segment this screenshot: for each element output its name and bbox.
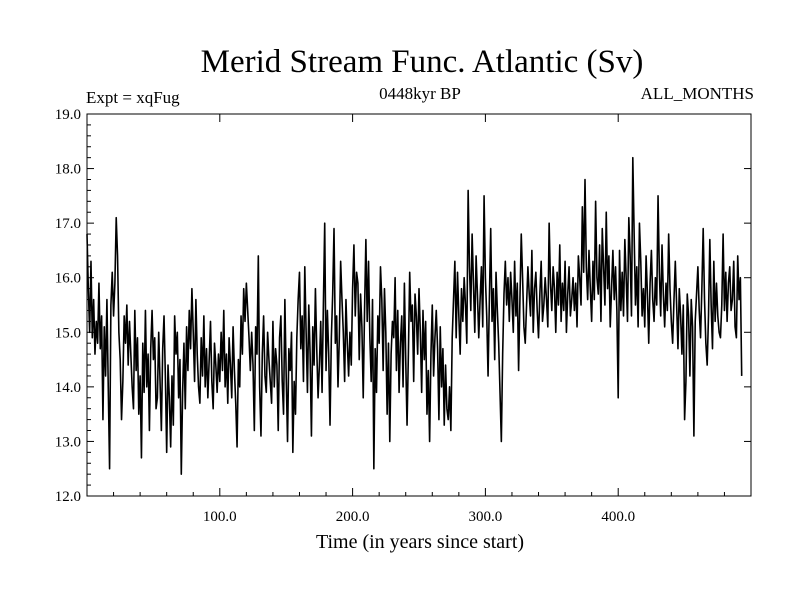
- y-tick-label: 17.0: [55, 216, 81, 232]
- y-tick-label: 15.0: [55, 325, 81, 341]
- chart-title: Merid Stream Func. Atlantic (Sv): [201, 44, 644, 80]
- x-tick-label: 200.0: [336, 509, 370, 525]
- x-axis-label: Time (in years since start): [316, 531, 524, 553]
- y-tick-label: 12.0: [55, 489, 81, 505]
- x-tick-label: 300.0: [469, 509, 503, 525]
- y-tick-label: 13.0: [55, 434, 81, 450]
- chart-subtitle: 0448kyr BP: [379, 84, 461, 103]
- y-tick-label: 19.0: [55, 107, 81, 123]
- x-tick-label: 100.0: [203, 509, 237, 525]
- months-label: ALL_MONTHS: [641, 84, 754, 103]
- y-tick-label: 16.0: [55, 271, 81, 287]
- x-axis-ticks: 100.0 200.0 300.0 400.0: [113, 114, 725, 525]
- y-tick-label: 18.0: [55, 162, 81, 178]
- x-tick-label: 400.0: [601, 509, 635, 525]
- y-tick-label: 14.0: [55, 380, 81, 396]
- experiment-label: Expt = xqFug: [86, 88, 180, 107]
- plot-frame: [86, 113, 752, 497]
- series-line: [86, 156, 743, 475]
- y-axis-ticks: 12.0 13.0 14.0 15.0 16.0 17.0 18.0 19.0: [55, 107, 751, 505]
